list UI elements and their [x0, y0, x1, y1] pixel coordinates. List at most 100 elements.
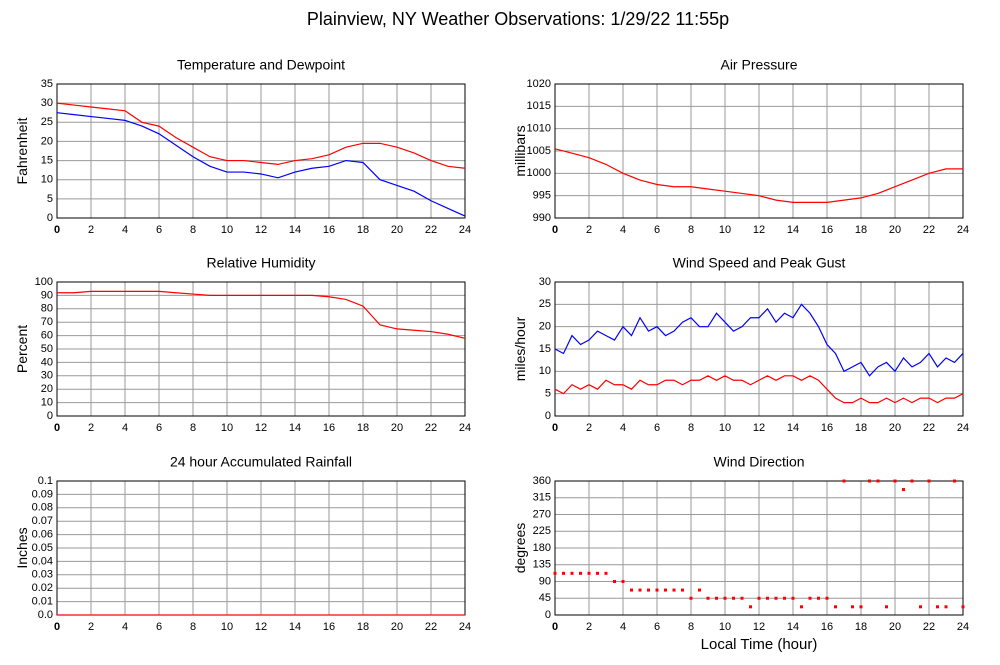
x-tick-label: 2: [586, 224, 592, 236]
data-point: [613, 580, 616, 583]
x-tick-label: 4: [620, 224, 626, 236]
y-tick-label: 50: [41, 343, 53, 355]
x-tick-label: 16: [323, 224, 335, 236]
data-point: [766, 596, 769, 600]
x-tick-label: 8: [688, 224, 694, 236]
data-point: [655, 588, 659, 592]
y-tick-label: 100: [35, 276, 53, 288]
y-tick-label: 0.06: [32, 529, 53, 541]
x-tick-label: 24: [957, 224, 969, 236]
chart-title: Wind Speed and Peak Gust: [673, 255, 846, 271]
y-tick-label: 1010: [527, 123, 551, 135]
x-tick-label: 0: [54, 621, 60, 633]
data-point: [961, 605, 965, 609]
data-point: [689, 596, 693, 600]
data-point: [885, 605, 888, 609]
y-tick-label: 990: [533, 212, 551, 224]
x-tick-label: 22: [923, 422, 935, 434]
data-point: [817, 596, 820, 600]
data-point: [868, 479, 871, 483]
x-tick-label: 8: [190, 224, 196, 236]
y-tick-label: 0: [47, 410, 53, 422]
y-tick-label: 0.09: [32, 488, 53, 500]
data-point: [757, 596, 761, 600]
data-point: [851, 605, 854, 609]
x-tick-label: 14: [787, 422, 799, 434]
data-line: [57, 290, 466, 339]
y-tick-label: 225: [533, 525, 551, 537]
data-point: [647, 588, 650, 592]
data-point: [800, 605, 803, 609]
x-tick-label: 6: [654, 422, 660, 434]
x-tick-label: 10: [719, 422, 731, 434]
x-tick-label: 10: [221, 621, 233, 633]
data-point: [919, 605, 922, 609]
y-tick-label: 0: [47, 212, 53, 224]
y-tick-label: 0.03: [32, 569, 53, 581]
y-tick-label: 30: [41, 97, 53, 109]
x-tick-label: 22: [923, 621, 935, 633]
x-tick-label: 4: [122, 224, 128, 236]
x-tick-label: 14: [289, 224, 301, 236]
x-tick-label: 22: [425, 621, 437, 633]
data-point: [681, 588, 684, 592]
x-tick-label: 2: [88, 224, 94, 236]
data-point: [664, 588, 667, 592]
data-point: [630, 588, 633, 592]
y-axis-label: miles/hour: [512, 316, 528, 381]
data-line: [554, 375, 964, 404]
y-tick-label: 0.04: [32, 555, 53, 567]
plot-frame: [56, 83, 466, 219]
y-tick-label: 1000: [527, 167, 551, 179]
y-axis-label: degrees: [512, 523, 528, 574]
x-tick-label: 24: [957, 621, 969, 633]
data-point: [910, 479, 914, 483]
y-tick-label: 20: [41, 135, 53, 147]
plot-frame: [554, 83, 964, 219]
x-tick-label: 18: [357, 621, 369, 633]
data-point: [774, 596, 778, 600]
y-tick-label: 25: [539, 298, 551, 310]
chart-panel: Wind Direction degrees Local Time (hour) 0 4…: [512, 454, 969, 653]
x-tick-label: 0: [552, 621, 558, 633]
x-tick-label: 24: [459, 224, 471, 236]
data-point: [638, 588, 642, 592]
data-point: [672, 588, 676, 592]
x-tick-label: 20: [889, 224, 901, 236]
x-tick-label: 6: [156, 422, 162, 434]
y-tick-label: 180: [533, 542, 551, 554]
y-tick-label: 0: [545, 410, 551, 422]
y-tick-label: 10: [539, 365, 551, 377]
x-tick-label: 18: [855, 621, 867, 633]
chart-panel: Temperature and Dewpoint Fahrenheit 0 5 10 15…: [14, 57, 471, 236]
x-tick-label: 12: [255, 621, 267, 633]
chart-panel: Air Pressuremillibars9909951000100510101…: [512, 57, 969, 236]
data-point: [927, 479, 931, 483]
x-tick-label: 16: [821, 224, 833, 236]
data-point: [732, 596, 735, 600]
y-tick-label: 0: [545, 609, 551, 621]
chart-title: Relative Humidity: [207, 255, 316, 271]
y-tick-label: 0.07: [32, 515, 53, 527]
plot-frame: [554, 480, 964, 616]
x-tick-label: 8: [688, 621, 694, 633]
y-tick-label: 1005: [527, 145, 551, 157]
data-line: [56, 102, 466, 169]
y-tick-label: 25: [41, 116, 53, 128]
chart-title: Wind Direction: [713, 454, 804, 470]
page-title: Plainview, NY Weather Observations: 1/29…: [307, 9, 729, 29]
plot-frame: [56, 281, 466, 417]
data-point: [596, 571, 599, 575]
x-tick-label: 24: [459, 422, 471, 434]
data-line: [554, 303, 964, 377]
y-tick-label: 30: [41, 370, 53, 382]
x-tick-label: 0: [54, 422, 60, 434]
x-tick-label: 12: [255, 224, 267, 236]
y-tick-label: 0.02: [32, 582, 53, 594]
x-tick-label: 12: [753, 422, 765, 434]
y-tick-label: 0.05: [32, 542, 53, 554]
data-point: [808, 596, 812, 600]
y-tick-label: 15: [41, 154, 53, 166]
y-tick-label: 35: [41, 78, 53, 90]
